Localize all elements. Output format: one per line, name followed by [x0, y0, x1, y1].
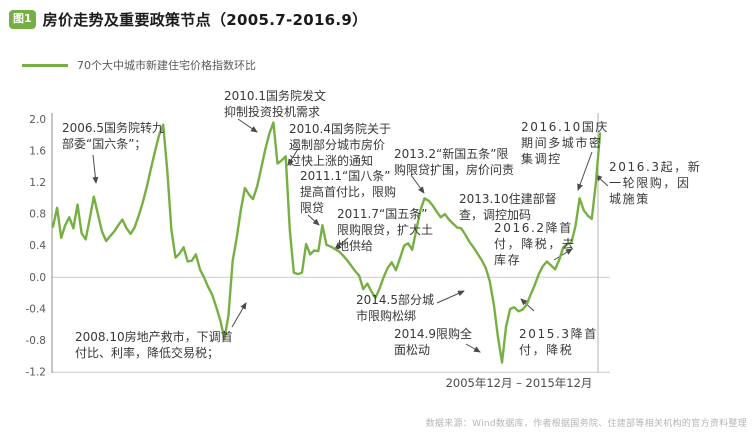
policy-annotation: 2010.4国务院关于 遏制部分城市房价 过快上涨的通知 [289, 121, 391, 169]
legend-label: 70个大中城市新建住宅价格指数环比 [77, 59, 256, 72]
policy-annotation-line: 付，降税 [519, 343, 574, 357]
policy-annotation-line: 2016.3起，新 [609, 160, 702, 174]
y-axis-tick-labels: 2.0 1.6 1.2 0.8 0.4 0.0 -0.4 -0.8 -1.2 [26, 114, 47, 379]
policy-annotation-line: 抑制投资投机需求 [224, 105, 321, 119]
policy-annotation-line: 2006.5国务院转九 [62, 121, 164, 135]
policy-annotation-line: 2010.4国务院关于 [289, 122, 391, 136]
annotation-arrow [237, 118, 258, 133]
y-tick-label: 1.2 [29, 177, 46, 189]
figure-number-badge: 图1 [9, 10, 36, 29]
annotation-arrow [410, 174, 425, 194]
annotation-arrow [287, 148, 299, 166]
policy-annotation-line: 面松动 [394, 343, 431, 357]
y-tick-label: 0.8 [29, 209, 46, 221]
policy-annotation: 2006.5国务院转九 部委“国六条”； [62, 120, 164, 152]
policy-annotation-line: 购限贷扩围，房价问责 [394, 163, 515, 177]
annotation-arrow [307, 214, 320, 226]
policy-annotation-line: 集调控 [521, 152, 562, 166]
annotation-arrow [334, 237, 349, 250]
policy-annotation: 2016.10国庆 期间多城市密 集调控 [521, 119, 609, 167]
policy-annotation: 2015.3降首 付，降税 [519, 326, 598, 358]
x-axis-label: 2005年12月 – 2015年12月 [445, 376, 593, 390]
figure-header: 图1 房价走势及重要政策节点（2005.7-2016.9） [9, 9, 367, 30]
page-title: 房价走势及重要政策节点（2005.7-2016.9） [42, 11, 368, 29]
policy-annotation-line: 市限购松绑 [356, 309, 417, 323]
annotation-arrow [465, 343, 481, 353]
policy-annotation-line: 期间多城市密 [521, 136, 603, 150]
policy-annotation-line: 2011.7“国五条” [337, 207, 428, 221]
policy-annotation-line: 限贷 [300, 201, 325, 215]
policy-annotation: 2016.3起，新 一轮限购，因 城施策 [609, 159, 701, 207]
policy-annotation-line: 一轮限购，因 [609, 176, 691, 190]
policy-annotation: 2016.2降首 付，降税，去 库存 [494, 220, 576, 268]
policy-annotation: 2008.10房地产救市，下调首 付比、利率，降低交易税； [75, 329, 233, 361]
legend: 70个大中城市新建住宅价格指数环比 [22, 57, 256, 73]
policy-annotation-line: 查，调控加码 [459, 208, 532, 222]
policy-annotation-line: 库存 [494, 253, 522, 267]
y-tick-label: -0.4 [26, 303, 47, 315]
policy-annotation-line: 遏制部分城市房价 [289, 138, 386, 152]
annotation-arrow [577, 151, 593, 191]
policy-annotation-line: 2014.9限购全 [394, 327, 472, 341]
policy-annotation-line: 2010.1国务院发文 [224, 89, 326, 103]
annotation-arrow [595, 174, 609, 187]
annotation-arrow [553, 248, 573, 261]
legend-line-swatch [22, 63, 68, 67]
source-note: 数据来源：Wind数据库，作者根据国务院、住建部等相关机构的官方资料整理 [425, 419, 747, 429]
policy-annotation-line: 地供给 [337, 239, 374, 253]
policy-annotation: 2014.9限购全 面松动 [394, 326, 472, 358]
policy-annotation-line: 2016.10国庆 [521, 120, 610, 134]
annotation-arrow [92, 154, 99, 184]
policy-annotation-line: 限购限贷，扩大土 [337, 223, 434, 237]
policy-annotation-line: 2014.5部分城 [356, 293, 434, 307]
policy-annotation: 2013.10住建部督 查，调控加码 [459, 191, 557, 223]
policy-annotation: 2011.7“国五条” 限购限贷，扩大土 地供给 [337, 206, 433, 254]
price-index-line-group [51, 121, 602, 364]
policy-annotation-line: 部委“国六条”； [62, 137, 147, 151]
y-tick-label: 0.4 [29, 240, 46, 252]
y-tick-label: -1.2 [26, 367, 47, 379]
annotation-arrows [92, 118, 609, 353]
policy-annotation-line: 过快上涨的通知 [289, 154, 374, 168]
annotation-arrow [231, 302, 247, 328]
policy-annotation: 2014.5部分城 市限购松绑 [356, 292, 434, 324]
y-tick-label: 0.0 [29, 272, 46, 284]
policy-annotation-line: 2013.10住建部督 [459, 192, 557, 206]
policy-annotation-line: 2016.2降首 [494, 221, 573, 235]
y-tick-label: 2.0 [29, 114, 46, 126]
policy-annotation-line: 2008.10房地产救市，下调首 [75, 330, 233, 344]
annotation-arrow [436, 290, 465, 304]
y-tick-label: 1.6 [29, 145, 46, 157]
policy-annotation-line: 2011.1“国八条” [300, 169, 391, 183]
policy-annotation-line: 2015.3降首 [519, 327, 598, 341]
policy-annotation: 2013.2“新国五条”限 购限贷扩围，房价问责 [394, 146, 514, 178]
policy-annotation-line: 2013.2“新国五条”限 [394, 147, 509, 161]
policy-annotation-line: 提高首付比，限购 [300, 185, 397, 199]
policy-annotation: 2011.1“国八条” 提高首付比，限购 限贷 [300, 168, 396, 216]
policy-annotation-line: 城施策 [609, 192, 650, 206]
policy-annotation-line: 付，降税，去 [494, 237, 576, 251]
policy-annotation: 2010.1国务院发文 抑制投资投机需求 [224, 88, 326, 120]
y-tick-label: -0.8 [26, 335, 47, 347]
policy-annotation-line: 付比、利率，降低交易税； [75, 346, 220, 360]
price-index-line [51, 121, 602, 364]
